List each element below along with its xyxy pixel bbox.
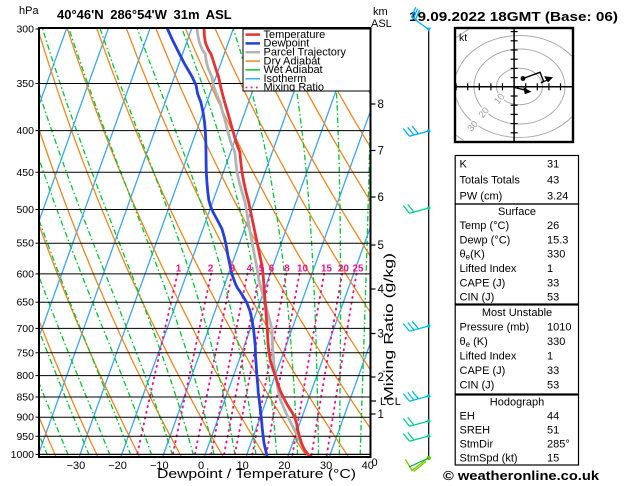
svg-text:SREH: SREH — [460, 425, 491, 437]
svg-text:5: 5 — [378, 240, 384, 252]
svg-text:15.3: 15.3 — [547, 234, 568, 246]
svg-text:0: 0 — [198, 460, 204, 472]
svg-text:hPa: hPa — [19, 5, 39, 17]
svg-text:1: 1 — [176, 264, 182, 275]
svg-text:1: 1 — [547, 263, 553, 275]
svg-text:CAPE (J): CAPE (J) — [460, 277, 506, 289]
svg-text:Pressure (mb): Pressure (mb) — [460, 322, 530, 334]
svg-text:Surface: Surface — [498, 206, 536, 218]
svg-text:43: 43 — [547, 175, 559, 187]
svg-text:700: 700 — [16, 323, 34, 335]
svg-text:950: 950 — [16, 431, 34, 443]
svg-text:Dewpoint / Temperature (°C): Dewpoint / Temperature (°C) — [157, 466, 356, 481]
svg-text:4: 4 — [378, 284, 385, 296]
svg-text:285°: 285° — [547, 439, 570, 451]
svg-text:19.09.2022 18GMT (Base: 06): 19.09.2022 18GMT (Base: 06) — [409, 9, 618, 24]
svg-text:2: 2 — [378, 372, 384, 384]
svg-text:650: 650 — [16, 297, 34, 309]
svg-text:CAPE (J): CAPE (J) — [460, 365, 506, 377]
svg-text:15: 15 — [547, 453, 559, 465]
svg-text:51: 51 — [547, 425, 559, 437]
svg-text:Isotherm: Isotherm — [264, 73, 307, 85]
svg-text:−10: −10 — [150, 460, 169, 472]
svg-text:500: 500 — [16, 204, 34, 216]
svg-text:15: 15 — [321, 264, 332, 275]
svg-text:1010: 1010 — [547, 322, 571, 334]
svg-text:330: 330 — [547, 249, 565, 261]
svg-text:kt: kt — [459, 32, 467, 44]
svg-text:44: 44 — [547, 411, 559, 423]
svg-text:8: 8 — [284, 264, 290, 275]
svg-text:10: 10 — [297, 264, 308, 275]
svg-text:3: 3 — [230, 264, 236, 275]
svg-text:CIN (J): CIN (J) — [460, 292, 495, 304]
svg-text:3: 3 — [378, 329, 384, 341]
svg-text:LCL: LCL — [380, 396, 401, 408]
svg-text:4: 4 — [247, 264, 253, 275]
svg-text:Hodograph: Hodograph — [490, 397, 544, 409]
svg-text:330: 330 — [547, 336, 565, 348]
svg-text:800: 800 — [16, 370, 34, 382]
svg-text:Most Unstable: Most Unstable — [482, 307, 552, 319]
svg-text:Lifted Index: Lifted Index — [460, 351, 517, 363]
svg-text:25: 25 — [353, 264, 364, 275]
svg-text:θe (K): θe (K) — [460, 336, 488, 349]
svg-text:20: 20 — [278, 460, 290, 472]
svg-text:33: 33 — [547, 365, 559, 377]
svg-text:Totals Totals: Totals Totals — [460, 175, 521, 187]
svg-text:31: 31 — [547, 158, 559, 170]
svg-text:EH: EH — [460, 411, 475, 423]
svg-text:300: 300 — [16, 24, 34, 36]
svg-text:900: 900 — [16, 412, 34, 424]
svg-text:StmDir: StmDir — [460, 439, 494, 451]
svg-text:Mixing Ratio: Mixing Ratio — [264, 82, 325, 94]
svg-text:6: 6 — [378, 192, 384, 204]
svg-text:θe(K): θe(K) — [460, 249, 485, 262]
svg-text:5: 5 — [259, 264, 265, 275]
svg-text:Dry Adiabat: Dry Adiabat — [264, 55, 321, 67]
svg-text:1: 1 — [378, 409, 384, 421]
svg-text:40: 40 — [362, 460, 374, 472]
svg-text:Mixing Ratio (g/kg): Mixing Ratio (g/kg) — [382, 253, 396, 401]
svg-text:7: 7 — [378, 146, 384, 158]
svg-text:Lifted Index: Lifted Index — [460, 263, 517, 275]
svg-text:Temperature: Temperature — [264, 29, 326, 41]
svg-text:53: 53 — [547, 380, 559, 392]
svg-text:Wet Adiabat: Wet Adiabat — [264, 64, 323, 76]
svg-text:33: 33 — [547, 277, 559, 289]
svg-text:400: 400 — [16, 125, 34, 137]
svg-text:0: 0 — [372, 457, 378, 469]
svg-text:3.24: 3.24 — [547, 191, 568, 203]
svg-text:Dewpoint: Dewpoint — [264, 38, 310, 50]
svg-text:km: km — [373, 6, 388, 18]
svg-text:−30: −30 — [67, 460, 86, 472]
svg-text:StmSpd (kt): StmSpd (kt) — [460, 453, 518, 465]
svg-text:8: 8 — [378, 99, 384, 111]
svg-text:450: 450 — [16, 167, 34, 179]
svg-text:40°46'N 286°54'W 31m ASL: 40°46'N 286°54'W 31m ASL — [57, 7, 232, 22]
svg-text:PW (cm): PW (cm) — [460, 191, 503, 203]
svg-text:6: 6 — [269, 264, 275, 275]
svg-text:CIN (J): CIN (J) — [460, 380, 495, 392]
svg-text:10: 10 — [237, 460, 249, 472]
svg-text:K: K — [460, 158, 468, 170]
svg-text:© weatheronline.co.uk: © weatheronline.co.uk — [443, 469, 599, 483]
svg-text:2: 2 — [208, 264, 214, 275]
svg-text:1000: 1000 — [11, 449, 35, 461]
svg-text:750: 750 — [16, 347, 34, 359]
svg-text:600: 600 — [16, 268, 34, 280]
svg-text:Dewp (°C): Dewp (°C) — [460, 234, 511, 246]
svg-text:850: 850 — [16, 392, 34, 404]
svg-text:ASL: ASL — [371, 18, 392, 30]
svg-text:53: 53 — [547, 292, 559, 304]
svg-text:30: 30 — [320, 460, 332, 472]
svg-text:20: 20 — [338, 264, 349, 275]
svg-text:550: 550 — [16, 238, 34, 250]
svg-text:350: 350 — [16, 78, 34, 90]
svg-text:−20: −20 — [108, 460, 127, 472]
svg-text:1: 1 — [547, 351, 553, 363]
svg-text:Parcel Trajectory: Parcel Trajectory — [264, 46, 347, 58]
svg-text:Temp (°C): Temp (°C) — [460, 220, 510, 232]
svg-text:26: 26 — [547, 220, 559, 232]
